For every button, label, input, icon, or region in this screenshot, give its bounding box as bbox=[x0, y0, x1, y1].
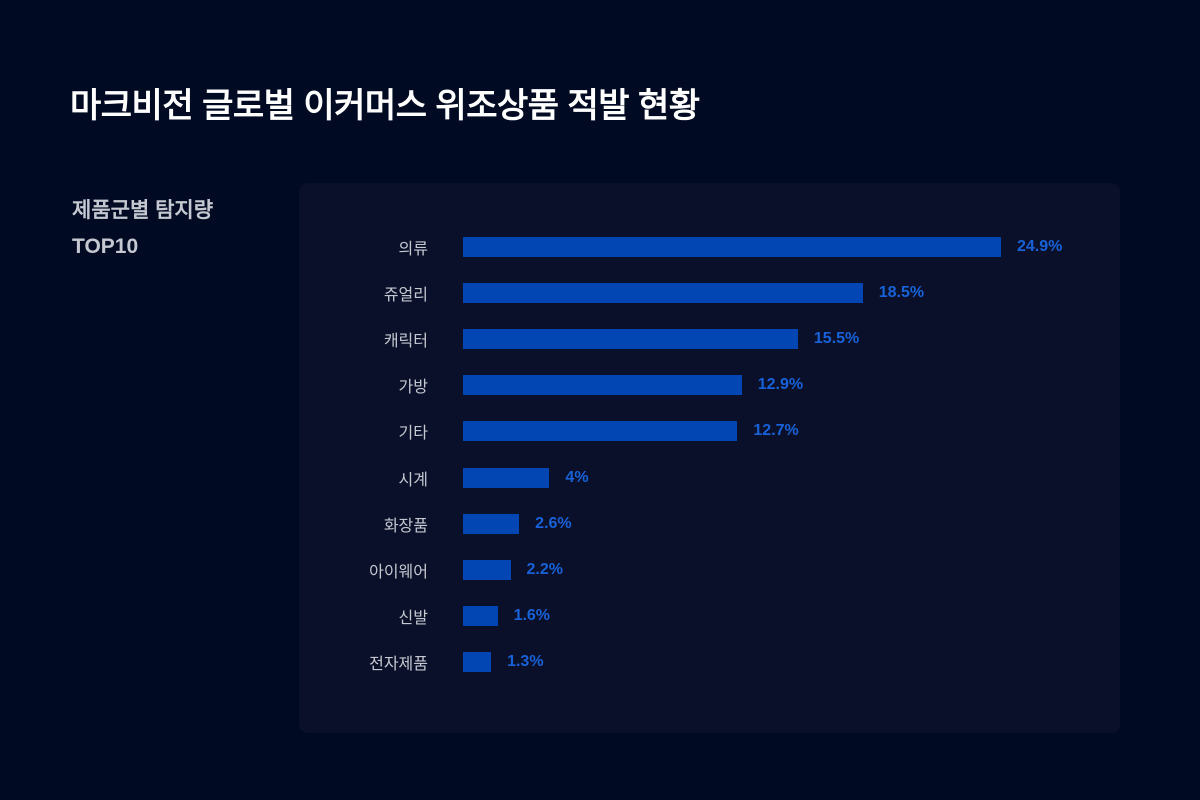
value-label: 4% bbox=[565, 468, 589, 486]
category-label: 의류 bbox=[398, 241, 428, 258]
category-label: 화장품 bbox=[383, 517, 428, 535]
bar bbox=[463, 283, 863, 304]
value-label: 2.6% bbox=[535, 514, 572, 532]
bar bbox=[463, 605, 498, 626]
chart-row: 화장품 2.6% bbox=[299, 513, 1120, 535]
category-label: 시계 bbox=[398, 471, 428, 489]
value-label: 24.9% bbox=[1017, 238, 1063, 255]
category-label: 기타 bbox=[398, 425, 428, 443]
chart-row: 신발 1.6% bbox=[299, 605, 1120, 627]
subtitle-line-2: TOP10 bbox=[72, 235, 139, 258]
bar bbox=[463, 375, 742, 396]
category-label: 가방 bbox=[398, 379, 428, 397]
bar bbox=[463, 559, 511, 580]
chart-row: 시계 4% bbox=[299, 467, 1120, 489]
chart-row: 캐릭터 15.5% bbox=[299, 329, 1120, 350]
category-label: 아이웨어 bbox=[369, 563, 428, 581]
value-label: 12.9% bbox=[757, 376, 804, 394]
value-label: 12.7% bbox=[753, 422, 799, 440]
value-label: 2.2% bbox=[526, 560, 563, 578]
bar bbox=[463, 237, 1001, 257]
category-label: 쥬얼리 bbox=[383, 287, 428, 305]
value-label: 15.5% bbox=[813, 330, 860, 348]
value-label: 1.6% bbox=[513, 606, 551, 624]
chart-row: 아이웨어 2.2% bbox=[299, 559, 1120, 581]
bar bbox=[463, 651, 492, 672]
page-title: 마크비전 글로벌 이커머스 위조상품 적발 현황 bbox=[70, 87, 700, 125]
chart-row: 가방 12.9% bbox=[299, 375, 1120, 396]
chart-row: 전자제품 1.3% bbox=[299, 651, 1120, 673]
bar bbox=[463, 421, 738, 442]
chart-row: 의류 24.9% bbox=[299, 237, 1120, 258]
chart-card: 의류 24.9% 쥬얼리 18.5% 캐릭터 15.5% 가방 12.9% 기타 12.7% 시계 4… bbox=[299, 183, 1120, 733]
subtitle-line-1: 제품군별 탐지량 bbox=[72, 199, 214, 222]
chart-row: 기타 12.7% bbox=[299, 421, 1120, 442]
chart-subtitle: 제품군별 탐지량 TOP10 bbox=[72, 193, 213, 265]
category-label: 신발 bbox=[398, 609, 428, 627]
value-label: 1.3% bbox=[507, 652, 544, 670]
value-label: 18.5% bbox=[878, 284, 925, 302]
bar bbox=[463, 467, 550, 488]
bar bbox=[463, 513, 520, 534]
bar bbox=[463, 329, 798, 350]
category-label: 캐릭터 bbox=[383, 333, 428, 351]
chart-row: 쥬얼리 18.5% bbox=[299, 283, 1120, 304]
category-label: 전자제품 bbox=[369, 655, 428, 673]
